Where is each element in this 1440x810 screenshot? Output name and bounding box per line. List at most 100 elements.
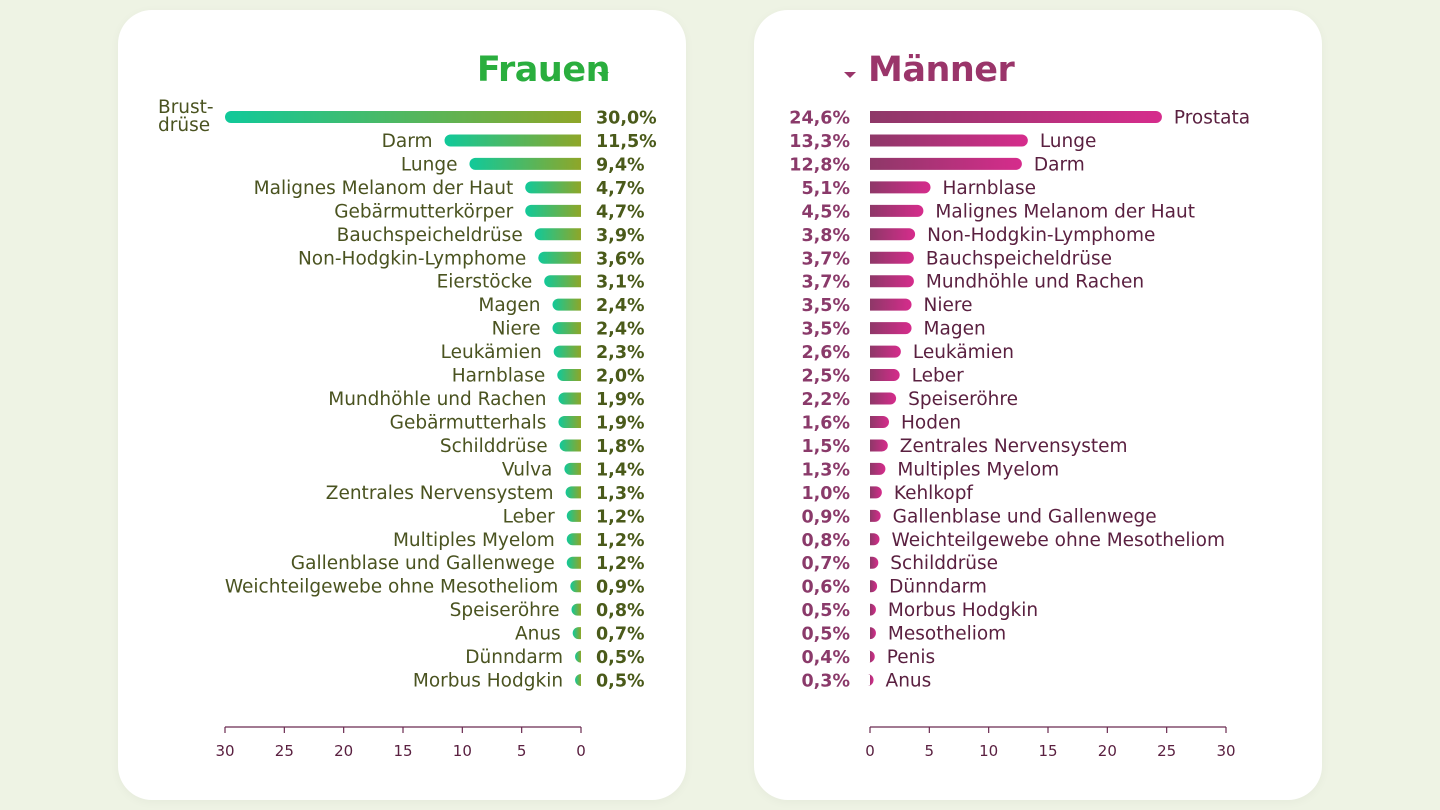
category-label-women: Malignes Melanom der Haut (254, 178, 514, 199)
value-label-men: 3,7% (801, 249, 850, 269)
category-label-women: Lunge (401, 154, 458, 175)
category-label-men: Multiples Myelom (897, 459, 1059, 480)
value-label-women: 0,7% (596, 625, 645, 645)
x-tick-label-men: 25 (1157, 742, 1176, 760)
bar-women (572, 627, 581, 640)
value-label-women: 30,0% (596, 109, 657, 129)
bar-men (869, 627, 876, 640)
category-label-women: Dünndarm (465, 647, 563, 668)
value-label-women: 3,1% (596, 273, 645, 293)
bar-men (870, 157, 1022, 170)
value-label-women: 2,4% (596, 320, 645, 340)
category-label-men: Darm (1034, 154, 1085, 175)
bar-men (870, 415, 889, 428)
value-label-men: 3,8% (801, 226, 850, 246)
bar-men (870, 322, 912, 335)
bar-men (870, 439, 888, 452)
bar-men (870, 369, 900, 382)
value-label-women: 11,5% (596, 132, 657, 152)
category-label-men: Schilddrüse (890, 553, 998, 574)
x-tick-label-women: 5 (517, 742, 527, 760)
value-label-men: 3,7% (801, 273, 850, 293)
bar-men (870, 580, 878, 593)
bar-women (557, 369, 581, 382)
bar-women (552, 322, 581, 335)
women-chart-title[interactable]: Frauen (476, 50, 611, 90)
value-label-men: 2,6% (801, 343, 850, 363)
bar-women (225, 111, 581, 123)
bar-women (575, 674, 582, 687)
value-label-men: 0,4% (801, 648, 850, 668)
bar-men (870, 298, 912, 311)
category-label-men: Prostata (1174, 108, 1250, 129)
bar-women (469, 157, 581, 170)
value-label-men: 4,5% (801, 202, 850, 222)
category-label-women: Speiseröhre (450, 600, 560, 621)
value-label-women: 2,0% (596, 367, 645, 387)
value-label-men: 1,0% (801, 484, 850, 504)
x-tick-label-women: 30 (215, 742, 234, 760)
category-label-men: Harnblase (943, 178, 1037, 199)
caret-down-icon[interactable] (597, 72, 609, 78)
value-label-men: 0,7% (801, 554, 850, 574)
category-label-women: Harnblase (452, 366, 546, 387)
value-label-women: 1,2% (596, 554, 645, 574)
x-tick-label-men: 20 (1098, 742, 1117, 760)
value-label-women: 2,4% (596, 296, 645, 316)
value-label-women: 1,9% (596, 413, 645, 433)
x-tick-label-women: 10 (453, 742, 472, 760)
value-label-men: 0,5% (801, 625, 850, 645)
bar-women (544, 275, 581, 288)
x-tick-label-women: 20 (334, 742, 353, 760)
caret-down-icon[interactable] (844, 72, 856, 78)
category-label-women: Schilddrüse (440, 436, 548, 457)
value-label-women: 1,2% (596, 507, 645, 527)
bar-women (564, 462, 581, 475)
value-label-women: 2,3% (596, 343, 645, 363)
bar-men (870, 462, 886, 475)
x-tick-label-men: 0 (865, 742, 875, 760)
bar-women (538, 251, 581, 264)
value-label-men: 0,6% (801, 578, 850, 598)
value-label-men: 3,5% (801, 296, 850, 316)
category-label-men: Hoden (901, 412, 961, 433)
category-label-men: Magen (924, 319, 986, 340)
category-label-women: Brust- (158, 97, 214, 118)
bar-women (553, 345, 581, 358)
bar-men (870, 204, 924, 217)
bar-women (571, 603, 581, 616)
bar-women (565, 486, 581, 499)
category-label-men: Gallenblase und Gallenwege (893, 506, 1157, 527)
bar-women (575, 650, 582, 663)
category-label-women: Niere (492, 319, 541, 340)
x-tick-label-men: 10 (979, 742, 998, 760)
value-label-men: 0,8% (801, 531, 850, 551)
category-label-men: Weichteilgewebe ohne Mesotheliom (891, 530, 1225, 551)
value-label-women: 3,6% (596, 249, 645, 269)
value-label-men: 1,3% (801, 460, 850, 480)
value-label-men: 2,5% (801, 367, 850, 387)
value-label-men: 12,8% (789, 155, 850, 175)
category-label-men: Zentrales Nervensystem (900, 436, 1128, 457)
men-chart-title[interactable]: Männer (868, 50, 1015, 90)
value-label-women: 0,8% (596, 601, 645, 621)
category-label-men: Mundhöhle und Rachen (926, 272, 1144, 293)
category-label-women: Leukämien (441, 342, 542, 363)
category-label-men: Speiseröhre (908, 389, 1018, 410)
category-label-men: Morbus Hodgkin (888, 600, 1038, 621)
bar-women (558, 392, 581, 405)
bar-women (552, 298, 581, 311)
value-label-men: 1,6% (801, 413, 850, 433)
category-label-women: Magen (478, 295, 540, 316)
value-label-women: 1,9% (596, 390, 645, 410)
value-label-women: 0,9% (596, 578, 645, 598)
x-tick-label-women: 25 (275, 742, 294, 760)
value-label-men: 3,5% (801, 320, 850, 340)
value-label-women: 1,8% (596, 437, 645, 457)
value-label-women: 1,2% (596, 531, 645, 551)
value-label-women: 4,7% (596, 179, 645, 199)
bar-men (867, 674, 874, 687)
category-label-women: Zentrales Nervensystem (326, 483, 554, 504)
bar-men (869, 603, 876, 616)
men-chart-card: Männer (754, 10, 1322, 800)
